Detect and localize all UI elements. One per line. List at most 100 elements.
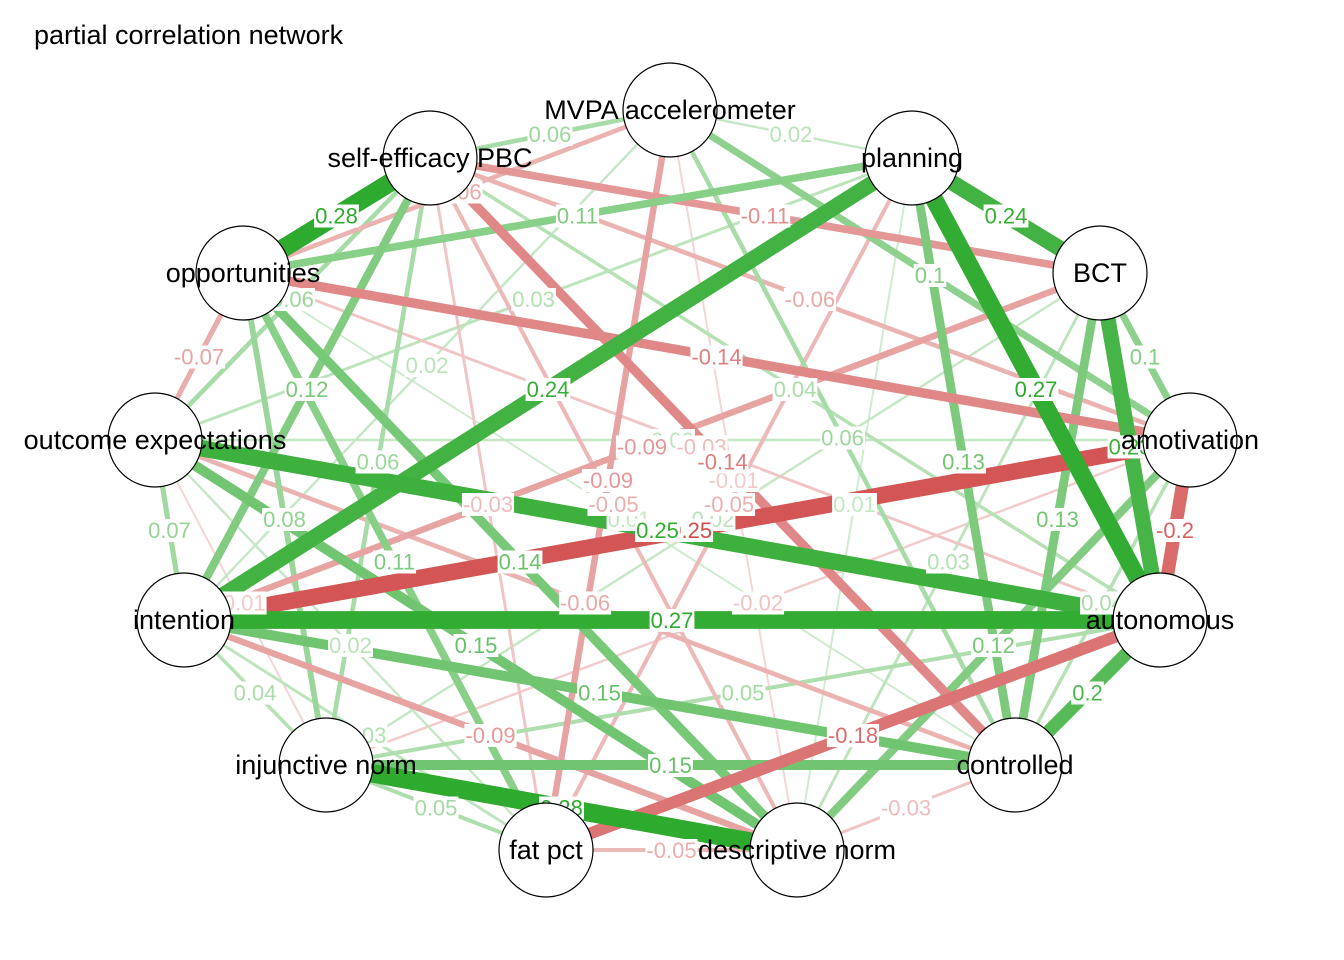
edge-label-desc-ctrl: -0.03 xyxy=(881,796,931,821)
edge-label-bg xyxy=(1080,591,1125,615)
edge-label-bg xyxy=(413,796,459,820)
edge-label-bg xyxy=(926,550,971,574)
node-label-se: self-efficacy PBC xyxy=(327,143,532,173)
edge-label-bg xyxy=(941,450,986,474)
edge-label-opp-inj: 0.08 xyxy=(263,507,306,532)
node-ctrl xyxy=(967,717,1063,813)
edge-label-bg xyxy=(635,519,680,542)
edge-label-bg xyxy=(404,354,450,377)
edge-label-bg xyxy=(558,591,612,615)
edge-label-se-amot: -0.06 xyxy=(785,287,835,312)
edge-label-fat-desc: -0.05 xyxy=(646,838,696,863)
edge-label-se-bct: -0.11 xyxy=(741,204,790,229)
edge-label-mvpa-fat: -0.09 xyxy=(583,468,633,493)
edge-label-bg xyxy=(587,493,640,516)
edge-label-outexp-desc: 0.15 xyxy=(455,633,498,658)
edge-label-bg xyxy=(783,288,837,311)
edge-label-bg xyxy=(615,435,669,459)
node-label-desc: descriptive norm xyxy=(698,835,896,865)
edge-label-intent-ctrl: 0.15 xyxy=(578,681,621,706)
edge-label-se-desc: -0.05 xyxy=(588,492,638,517)
edge-label-bg xyxy=(772,378,818,401)
edge-label-bg xyxy=(690,345,743,369)
edge-label-bg xyxy=(328,634,373,657)
edge-label-bg xyxy=(879,796,933,820)
edge-label-bg xyxy=(826,724,880,747)
edge-label-bg xyxy=(464,724,517,747)
edge-label-inj-ctrl: 0.15 xyxy=(649,753,692,778)
edge-label-intent-se: 0.12 xyxy=(286,377,329,402)
edge-label-bg xyxy=(1107,435,1153,459)
edge-label-desc-planning: 0.01 xyxy=(833,492,876,517)
node-label-opp: opportunities xyxy=(166,258,321,288)
node-circle xyxy=(195,225,291,321)
edge-label-auto-ctrl: 0.2 xyxy=(1072,681,1103,706)
edge-label-bg xyxy=(497,550,543,574)
node-circle xyxy=(864,110,960,206)
edge-label-bg xyxy=(555,204,600,228)
node-se xyxy=(382,110,478,206)
edge-label-opp-planning: 0.11 xyxy=(557,204,598,229)
edge-label-bg xyxy=(649,609,695,632)
node-amot xyxy=(1142,392,1238,488)
edge-label-bg xyxy=(1155,519,1195,542)
edge-label-mvpa-amot: 0.1 xyxy=(915,263,946,288)
node-label-planning: planning xyxy=(861,143,963,173)
edge-label-bg xyxy=(1035,508,1080,531)
edge-label-bg xyxy=(648,754,693,777)
node-bct xyxy=(1052,225,1148,321)
edge-label-se-ctrl: -0.14 xyxy=(697,450,747,475)
node-label-amot: amotivation xyxy=(1121,425,1259,455)
edge-label-desc-bct: 0.03 xyxy=(927,550,970,575)
edge-label-opp-desc: 0.14 xyxy=(499,550,542,575)
chart-title: partial correlation network xyxy=(34,20,344,50)
node-circle xyxy=(1112,572,1208,668)
edge-label-intent-desc: -0.09 xyxy=(465,723,515,748)
edge-label-bg xyxy=(525,378,571,401)
node-label-intent: intention xyxy=(133,605,235,635)
node-circle xyxy=(136,572,232,668)
edge-label-bg xyxy=(172,345,226,369)
edge-label-bg xyxy=(314,204,359,228)
edge-label-intent-outexp: 0.07 xyxy=(148,518,191,543)
node-desc xyxy=(749,802,845,898)
edge-label-bg xyxy=(453,634,499,657)
node-mvpa xyxy=(622,62,718,158)
edge-label-fat-se: -0.03 xyxy=(463,492,513,517)
edge-label-bg xyxy=(983,204,1029,228)
edge-label-bg xyxy=(355,450,401,474)
node-outexp xyxy=(107,392,203,488)
edge-label-bct-amot: 0.1 xyxy=(1130,345,1161,370)
node-planning xyxy=(864,110,960,206)
edge-label-outexp-opp: -0.07 xyxy=(174,345,224,370)
edge-label-auto-fat: -0.18 xyxy=(828,723,878,748)
node-label-auto: autonomous xyxy=(1086,605,1235,635)
node-label-fat: fat pct xyxy=(509,835,583,865)
node-fat xyxy=(498,802,594,898)
edge-label-planning-intent: 0.24 xyxy=(527,377,570,402)
node-label-mvpa: MVPA accelerometer xyxy=(544,95,796,125)
edge-label-bg xyxy=(768,123,814,146)
edge-label-outexp-auto: 0.25 xyxy=(636,518,679,543)
edge-label-se-auto: 0.04 xyxy=(774,377,817,402)
edge-label-bg xyxy=(577,681,622,705)
edge-label-opp-amot: -0.14 xyxy=(691,345,741,370)
node-label-inj: injunctive norm xyxy=(235,750,417,780)
edge-label-bg xyxy=(147,519,192,542)
edge-label-bg xyxy=(284,378,330,401)
edge-label-layer: -0.010.01-0.010.010.020.02-0.020.020.020… xyxy=(147,122,1195,863)
edge-label-bg xyxy=(527,123,573,146)
edge-label-bg xyxy=(1013,378,1059,401)
edge-label-bg xyxy=(702,493,756,516)
node-circle xyxy=(1052,225,1148,321)
edge-label-mvpa-planning: 0.02 xyxy=(770,122,813,147)
node-circle xyxy=(1142,392,1238,488)
edge-label-bg xyxy=(913,264,947,287)
edge-label-bg xyxy=(645,839,698,862)
node-intent xyxy=(136,572,232,668)
edge-label-opp-se: 0.28 xyxy=(315,204,358,229)
node-circle xyxy=(278,717,374,813)
edge-label-bg xyxy=(971,634,1016,657)
node-label-outexp: outcome expectations xyxy=(24,425,287,455)
